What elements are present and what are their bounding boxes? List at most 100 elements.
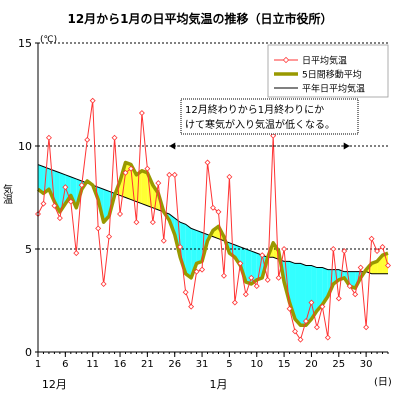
fill-segment xyxy=(300,263,306,326)
data-point xyxy=(324,334,331,341)
data-point xyxy=(248,274,255,281)
data-point xyxy=(166,171,173,178)
series-line-moving-average xyxy=(36,160,389,327)
data-point xyxy=(160,237,167,244)
data-point xyxy=(385,262,391,269)
data-point xyxy=(368,235,375,242)
data-point xyxy=(155,180,162,187)
data-point xyxy=(253,283,260,290)
fill-segment xyxy=(305,265,312,326)
legend-label: 日平均気温 xyxy=(302,55,347,67)
data-point xyxy=(117,211,123,217)
data-point xyxy=(144,165,151,172)
fill-segment xyxy=(251,251,257,285)
data-point xyxy=(357,264,364,271)
data-point xyxy=(171,171,178,178)
x-tick-label: 25 xyxy=(332,359,345,370)
y-tick-label: 10 xyxy=(18,140,32,153)
data-point xyxy=(95,225,102,232)
x-unit-label: (日) xyxy=(374,377,392,388)
x-tick-label: 6 xyxy=(62,359,68,370)
fill-segment xyxy=(311,265,317,320)
fill-segment xyxy=(245,249,252,285)
data-point xyxy=(330,246,337,252)
data-point xyxy=(319,303,326,310)
x-tick-label: 15 xyxy=(278,359,291,370)
data-point xyxy=(193,268,200,275)
data-point xyxy=(84,136,91,143)
legend-label: 平年日平均気温 xyxy=(302,83,365,95)
annotation-arrow-right xyxy=(343,142,350,150)
x-tick-label: 21 xyxy=(141,359,154,370)
fill-segment xyxy=(382,253,388,274)
month-label: 1月 xyxy=(209,378,227,391)
fill-segment xyxy=(256,253,263,280)
data-point xyxy=(335,295,342,302)
x-tick-label: 26 xyxy=(168,359,181,370)
data-point xyxy=(275,274,282,281)
data-point xyxy=(264,276,271,283)
x-tick-label: 20 xyxy=(305,359,318,370)
data-point xyxy=(363,324,370,331)
data-point xyxy=(67,198,74,205)
data-point xyxy=(215,208,222,215)
data-point xyxy=(220,272,227,279)
fill-segment xyxy=(196,230,203,264)
data-point xyxy=(374,248,381,255)
series-line-normal xyxy=(37,164,388,275)
data-point xyxy=(242,291,249,298)
fill-segment xyxy=(349,271,356,289)
data-point xyxy=(303,318,309,325)
data-point xyxy=(297,336,304,343)
data-point xyxy=(56,215,63,222)
series-line-daily xyxy=(37,100,389,341)
data-point xyxy=(259,252,266,259)
data-point xyxy=(286,305,293,312)
fill-segment xyxy=(152,185,159,210)
data-point xyxy=(106,233,113,240)
data-point xyxy=(237,260,244,267)
data-point xyxy=(308,299,315,306)
data-point xyxy=(100,281,107,287)
data-point xyxy=(149,219,156,226)
data-point xyxy=(292,328,298,335)
x-tick-label: 10 xyxy=(250,359,263,370)
data-point xyxy=(128,165,134,172)
data-point xyxy=(122,169,129,176)
data-point xyxy=(45,134,52,141)
x-tick-label: 11 xyxy=(86,359,99,370)
annotation-text: 12月終わりから1月終わりにか xyxy=(185,103,324,116)
data-point xyxy=(379,243,386,250)
data-point xyxy=(231,299,238,306)
data-point xyxy=(226,173,233,180)
y-unit-label: (℃) xyxy=(40,35,57,45)
data-point xyxy=(111,134,118,141)
x-tick-label: 16 xyxy=(114,359,127,370)
data-point xyxy=(270,132,277,139)
fill-segment xyxy=(316,267,323,311)
y-tick-label: 15 xyxy=(18,37,32,50)
data-point xyxy=(138,110,145,117)
annotation-arrow-left xyxy=(169,142,176,150)
fill-segment xyxy=(295,263,301,326)
data-point xyxy=(73,250,80,257)
fill-segment xyxy=(38,164,44,194)
fill-segment xyxy=(59,172,66,212)
fill-segment xyxy=(70,176,77,208)
data-point xyxy=(182,289,189,296)
fill-segment xyxy=(185,224,192,278)
annotation-text: けて寒気が入り気温が低くなる。 xyxy=(185,118,335,131)
data-point xyxy=(341,248,348,255)
fill-segment xyxy=(141,170,148,206)
y-tick-label: 0 xyxy=(25,346,32,359)
chart-title: 12月から1月の日平均気温の推移（日立市役所） xyxy=(67,11,332,26)
data-point xyxy=(40,200,47,207)
x-tick-label: 31 xyxy=(196,359,209,370)
legend-label: 5日間移動平均 xyxy=(302,69,362,81)
y-tick-label: 5 xyxy=(25,243,32,256)
x-tick-label: 1 xyxy=(35,359,41,370)
y-axis-label: 気温 xyxy=(1,183,13,204)
data-point xyxy=(199,266,206,273)
data-point xyxy=(313,324,320,331)
